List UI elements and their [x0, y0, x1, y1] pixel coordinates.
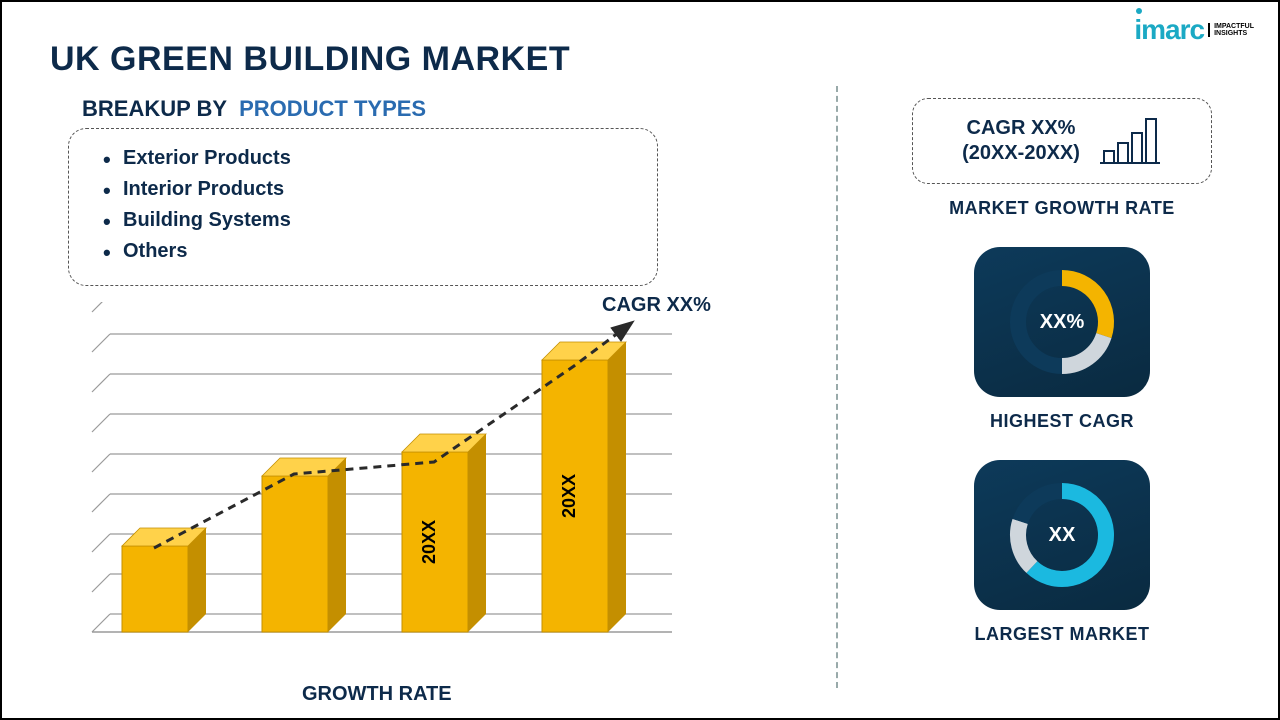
list-item: Building Systems	[97, 205, 629, 236]
largest-market-card: XX	[974, 460, 1150, 610]
largest-market-value: XX	[1049, 524, 1076, 547]
logo-tagline-1: IMPACTFUL	[1214, 23, 1254, 30]
highest-cagr-label: HIGHEST CAGR	[990, 411, 1134, 432]
highest-cagr-value: XX%	[1040, 311, 1084, 334]
brand-logo: imarc IMPACTFUL INSIGHTS	[1134, 14, 1254, 46]
svg-text:20XX: 20XX	[559, 474, 579, 518]
breakup-category: PRODUCT TYPES	[239, 96, 426, 122]
chart-x-label: GROWTH RATE	[302, 683, 452, 706]
highest-cagr-card: XX%	[974, 247, 1150, 397]
page-title: UK GREEN BUILDING MARKET	[50, 40, 570, 79]
cagr-box-text: CAGR XX% (20XX-20XX)	[962, 116, 1080, 166]
growth-bars-icon	[1098, 115, 1162, 167]
list-item: Others	[97, 236, 629, 267]
product-types-box: Exterior Products Interior Products Buil…	[68, 128, 658, 286]
growth-rate-chart: 20XX 20XX	[62, 302, 782, 672]
logo-brand: imarc	[1134, 14, 1204, 45]
list-item: Exterior Products	[97, 143, 629, 174]
breakup-label: BREAKUP BY	[82, 96, 227, 122]
largest-market-label: LARGEST MARKET	[975, 624, 1150, 645]
product-types-list: Exterior Products Interior Products Buil…	[97, 143, 629, 267]
vertical-divider	[836, 86, 838, 688]
logo-text: imarc	[1134, 14, 1204, 46]
cagr-line2: (20XX-20XX)	[962, 142, 1080, 164]
cagr-line1: CAGR XX%	[967, 117, 1076, 139]
logo-tagline: IMPACTFUL INSIGHTS	[1208, 23, 1254, 37]
market-growth-box: CAGR XX% (20XX-20XX)	[912, 98, 1212, 184]
market-growth-label: MARKET GROWTH RATE	[949, 198, 1175, 219]
right-panel: CAGR XX% (20XX-20XX) MARKET GROWTH RATE …	[882, 98, 1242, 645]
logo-tagline-2: INSIGHTS	[1214, 30, 1247, 37]
breakup-heading: BREAKUP BY PRODUCT TYPES	[82, 96, 426, 122]
list-item: Interior Products	[97, 174, 629, 205]
svg-text:20XX: 20XX	[419, 520, 439, 564]
